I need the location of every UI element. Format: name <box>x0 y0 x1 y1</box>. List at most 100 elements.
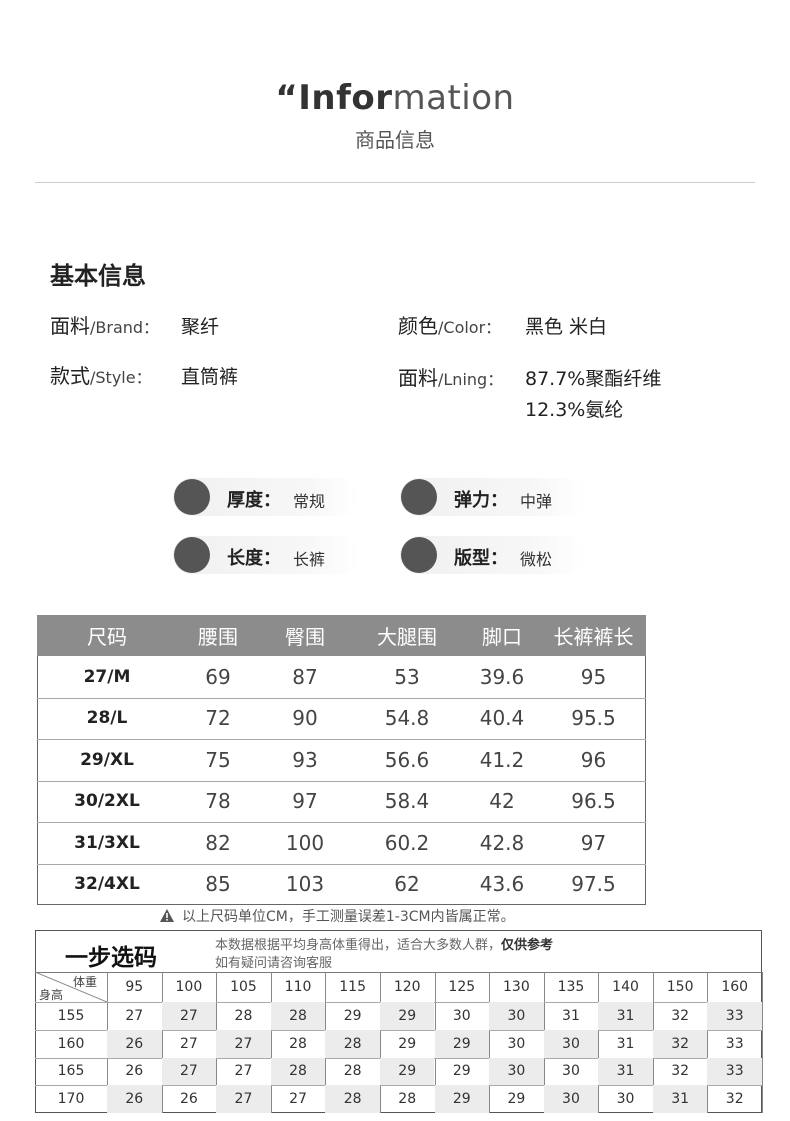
size-cell: 27 <box>161 1002 217 1030</box>
desc-text: 本数据根据平均身高体重得出，适合大多数人群， <box>215 938 502 953</box>
feature-label: 长度： <box>227 548 281 569</box>
table-cell: 72 <box>205 706 231 731</box>
grid-line <box>161 972 163 1113</box>
row-line <box>37 780 646 782</box>
table-header-bg <box>37 615 646 656</box>
feature-value: 长裤 <box>293 550 326 569</box>
table-cell: 27/M <box>83 666 131 687</box>
size-cell: 30 <box>452 1007 471 1024</box>
table-cell: 97.5 <box>571 872 616 897</box>
table-cell: 82 <box>205 830 231 855</box>
size-cell: 29 <box>507 1091 526 1108</box>
size-cell: 28 <box>343 1063 362 1080</box>
size-cell: 28 <box>289 1035 307 1052</box>
guide-desc: 本数据根据平均身高体重得出，适合大多数人群，仅供参考 <box>215 934 553 953</box>
weight-cell: 130 <box>503 979 530 995</box>
size-cell: 33 <box>707 1057 762 1086</box>
table-cell: 53 <box>394 664 420 689</box>
header-cell: 腰围 <box>198 625 238 649</box>
size-cell: 30 <box>543 1029 599 1058</box>
table-cell: 103 <box>285 872 325 897</box>
feature-label: 厚度： <box>227 490 281 511</box>
table-cell: 60.2 <box>384 830 430 855</box>
grid-line <box>379 972 381 1113</box>
size-cell: 30 <box>507 1035 526 1052</box>
field-value: 黑色 米白 <box>525 316 608 338</box>
weight-cell: 115 <box>339 979 366 995</box>
field-value: 12.3%氨纶 <box>525 399 624 421</box>
table-cell: 28/L <box>86 708 128 729</box>
table-cell: 30/2XL <box>74 791 140 812</box>
table-cell: 95 <box>580 664 607 689</box>
size-cell: 28 <box>325 1085 380 1113</box>
note-text: 以上尺码单位CM，手工测量误差1-3CM内皆属正常。 <box>182 909 515 925</box>
weight-cell: 125 <box>448 979 476 995</box>
guide-title: 一步选码 <box>65 945 157 971</box>
table-cell: 75 <box>205 747 231 772</box>
size-cell: 31 <box>598 1057 653 1086</box>
feature-icon <box>174 479 210 515</box>
size-cell: 30 <box>562 1063 580 1080</box>
row-line <box>37 739 646 740</box>
size-cell: 26 <box>179 1091 198 1108</box>
weight-cell: 160 <box>721 979 749 995</box>
weight-cell: 100 <box>175 979 203 995</box>
height-cell: 170 <box>57 1091 85 1108</box>
label-cn: 面料 <box>398 366 438 390</box>
header-subtitle: 商品信息 <box>355 128 435 152</box>
weight-cell: 150 <box>666 979 694 995</box>
table-cell: 90 <box>292 706 318 731</box>
size-cell: 33 <box>725 1035 744 1052</box>
table-cell: 93 <box>292 747 318 772</box>
size-cell: 28 <box>325 1029 380 1058</box>
table-cell: 32/4XL <box>74 874 140 895</box>
table-cell: 43.6 <box>479 872 525 897</box>
feature-value: 常规 <box>293 492 326 511</box>
size-cell: 32 <box>652 1029 708 1058</box>
size-cell: 32 <box>671 1063 690 1080</box>
size-cell: 33 <box>707 1002 762 1030</box>
header-cell: 大腿围 <box>377 625 437 649</box>
size-cell: 30 <box>489 1002 544 1030</box>
header-title: “Information <box>0 78 790 118</box>
table-cell: 42.8 <box>479 830 525 855</box>
size-cell: 27 <box>125 1007 144 1024</box>
size-cell: 26 <box>107 1029 162 1058</box>
header-cell: 尺码 <box>87 625 127 649</box>
feature-icon <box>174 537 210 573</box>
size-cell: 28 <box>234 1007 253 1024</box>
row-line <box>37 697 646 699</box>
table-cell: 85 <box>205 872 231 897</box>
divider <box>35 182 755 183</box>
field-value: 直筒裤 <box>181 366 239 388</box>
size-cell: 27 <box>161 1057 217 1086</box>
table-cell: 40.4 <box>479 706 525 731</box>
size-cell: 27 <box>234 1063 253 1080</box>
header-cell: 长裤裤长 <box>553 625 634 649</box>
table-cell: 69 <box>205 664 231 689</box>
table-cell: 56.6 <box>384 747 430 772</box>
grid-line <box>598 972 600 1113</box>
field-label: 面料/Brand： <box>50 310 159 339</box>
corner-height: 身高 <box>39 988 64 1002</box>
feature-label: 版型： <box>454 548 508 569</box>
table-cell: 39.6 <box>479 664 525 689</box>
title-bold: “Infor <box>275 78 393 118</box>
height-cell: 155 <box>57 1007 85 1024</box>
size-cell: 32 <box>725 1091 744 1108</box>
row-line <box>37 863 646 865</box>
label-en: /Lning： <box>438 370 504 389</box>
guide-desc-2: 如有疑问请咨询客服 <box>215 956 333 971</box>
size-cell: 32 <box>671 1007 690 1024</box>
weight-cell: 105 <box>230 979 257 995</box>
weight-cell: 95 <box>125 979 144 995</box>
label-cn: 款式 <box>50 364 90 388</box>
size-cell: 29 <box>398 1035 417 1052</box>
grid-line <box>270 972 272 1113</box>
field-label: 款式/Style： <box>50 360 152 389</box>
size-cell: 30 <box>543 1085 599 1113</box>
size-cell: 29 <box>343 1007 362 1024</box>
header-cell: 臀围 <box>285 625 325 649</box>
feature-value: 中弹 <box>520 492 553 511</box>
